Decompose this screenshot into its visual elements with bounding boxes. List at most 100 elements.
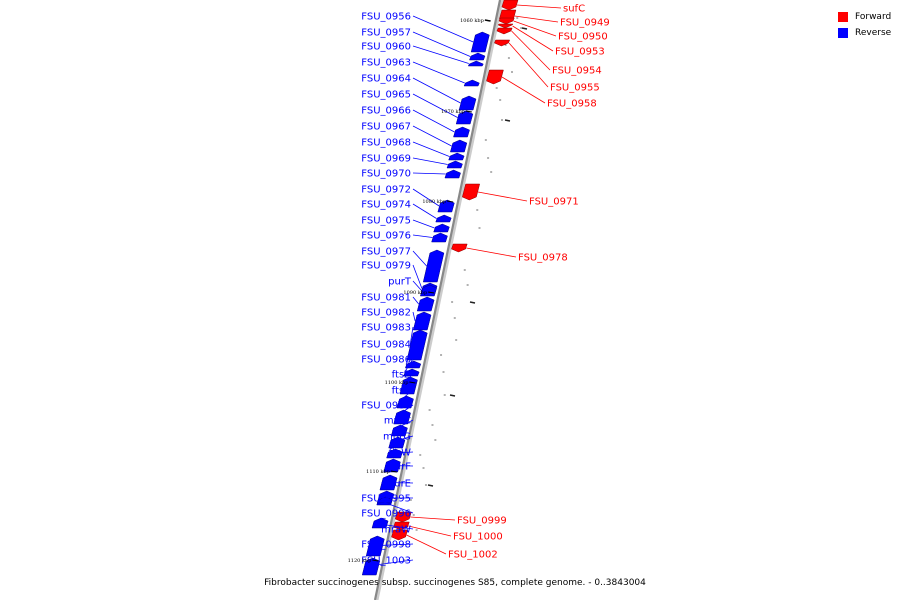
gene-label-FSU_0986[interactable]: FSU_0986 [361,355,411,366]
gene-label-ftsW[interactable]: ftsW [389,448,411,459]
gene-label-FSU_0981[interactable]: FSU_0981 [361,293,411,304]
reverse-gene-FSU_0956[interactable] [470,31,490,53]
reverse-gene-FSU_0986[interactable] [403,368,420,377]
reverse-gene-FSU_0970[interactable] [444,169,461,179]
reverse-gene-ftsZ[interactable] [399,376,418,395]
gene-label-FSU_0982[interactable]: FSU_0982 [361,308,411,319]
reverse-gene-FSU_0966[interactable] [453,126,470,138]
gene-label-FSU_0977[interactable]: FSU_0977 [361,247,411,258]
leader-line [412,311,416,322]
gene-label-FSU_0983[interactable]: FSU_0983 [361,323,411,334]
gene-label-FSU_0995[interactable]: FSU_0995 [361,494,411,505]
reverse-gene-mraW[interactable] [371,517,389,529]
forward-gene-FSU_0978[interactable] [451,243,468,253]
reverse-gene-FSU_0963[interactable] [463,79,480,87]
forward-gene-FSU_0999[interactable] [394,511,412,523]
reverse-gene-FSU_0957[interactable] [469,52,486,61]
reverse-gene-FSU_0981[interactable] [416,296,435,312]
leader-line [412,234,433,238]
reverse-gene-FSU_0977[interactable] [422,249,445,283]
gene-label-FSU_0957[interactable]: FSU_0957 [361,28,411,39]
gene-label-FSU_0958[interactable]: FSU_0958 [547,99,597,110]
leader-line [412,219,435,229]
gene-label-FSU_0984[interactable]: FSU_0984 [361,340,411,351]
gene-label-murG[interactable]: murG [383,432,411,443]
gene-label-mraW[interactable]: mraW [381,525,411,536]
gene-label-FSU_0974[interactable]: FSU_0974 [361,200,411,211]
gene-label-murE[interactable]: murE [384,479,411,490]
leader-line [381,482,414,484]
reverse-gene-purT[interactable] [420,284,437,297]
forward-gene-sufC[interactable] [501,0,519,11]
reverse-gene-FSU_0972[interactable] [437,199,455,213]
gene-label-FSU_0970[interactable]: FSU_0970 [361,169,411,180]
tick-label: 1110 kbp [366,469,390,475]
gene-label-sufC[interactable]: sufC [563,4,585,15]
gene-label-FSU_0968[interactable]: FSU_0968 [361,138,411,149]
gene-label-FSU_0955[interactable]: FSU_0955 [550,83,600,94]
reverse-gene-FSU_0975[interactable] [433,223,450,233]
leader-line [409,326,414,346]
gene-label-FSU_0966[interactable]: FSU_0966 [361,106,411,117]
leader-line [412,203,437,219]
gene-label-FSU_0960[interactable]: FSU_0960 [361,42,411,53]
gene-label-FSU_0956[interactable]: FSU_0956 [361,12,411,23]
leader-line [512,25,554,52]
leader-line [516,4,562,9]
gene-label-FSU_0989[interactable]: FSU_0989 [361,401,411,412]
legend-label-reverse: Reverse [855,28,892,38]
gene-label-FSU_0963[interactable]: FSU_0963 [361,58,411,69]
leader-line [394,404,414,418]
reverse-gene-ftsW[interactable] [386,448,403,459]
forward-gene-FSU_0954[interactable] [496,27,513,35]
gene-label-FSU_0949[interactable]: FSU_0949 [560,18,610,29]
gene-label-FSU_0967[interactable]: FSU_0967 [361,122,411,133]
gene-label-FSU_0996[interactable]: FSU_0996 [361,509,411,520]
reverse-gene-FSU_0976[interactable] [431,232,448,243]
reverse-gene-FSU_0967[interactable] [450,139,468,153]
reverse-gene-FSU_0969[interactable] [446,160,463,169]
forward-gene-FSU_0971[interactable] [462,183,480,201]
reverse-gene-FSU_0983[interactable] [406,329,428,361]
gene-label-FSU_0998[interactable]: FSU_0998 [361,540,411,551]
forward-gene-FSU_0955[interactable] [494,39,511,47]
gene-label-FSU_0999[interactable]: FSU_0999 [457,516,507,527]
gene-label-FSU_0965[interactable]: FSU_0965 [361,90,411,101]
gene-label-murF[interactable]: murF [385,462,411,473]
forward-gene-FSU_0953[interactable] [497,23,514,29]
gene-label-FSU_0964[interactable]: FSU_0964 [361,74,411,85]
gene-label-FSU_1002[interactable]: FSU_1002 [448,550,498,561]
leader-line [412,93,458,118]
reverse-gene-FSU_0984[interactable] [404,360,422,369]
gene-label-purT[interactable]: purT [388,277,412,288]
reverse-gene-FSU_0960[interactable] [467,60,484,67]
gene-label-murC[interactable]: murC [384,416,411,427]
leader-line [501,76,546,104]
gene-label-FSU_1000[interactable]: FSU_1000 [453,532,503,543]
forward-gene-FSU_1002[interactable] [391,529,408,541]
reverse-gene-FSU_1003[interactable] [361,557,381,576]
gene-label-ftsZ[interactable]: ftsZ [392,370,411,381]
reverse-gene-FSU_0968[interactable] [448,152,465,161]
gene-label-FSU_0950[interactable]: FSU_0950 [558,32,608,43]
reverse-gene-FSU_0964[interactable] [458,95,477,111]
gene-label-FSU_0953[interactable]: FSU_0953 [555,47,605,58]
gene-label-FSU_0969[interactable]: FSU_0969 [361,154,411,165]
gene-label-FSU_1003[interactable]: FSU_1003 [361,556,411,567]
gene-label-FSU_0972[interactable]: FSU_0972 [361,185,411,196]
forward-gene-FSU_0958[interactable] [486,69,504,85]
gene-label-FSU_0978[interactable]: FSU_0978 [518,253,568,264]
gene-label-FSU_0979[interactable]: FSU_0979 [361,261,411,272]
forward-swatch [838,12,848,22]
leader-line [477,191,528,202]
reverse-gene-FSU_0982[interactable] [412,311,432,331]
gene-label-FSU_0976[interactable]: FSU_0976 [361,231,411,242]
gene-label-FSU_0971[interactable]: FSU_0971 [529,197,579,208]
gene-label-FSU_0975[interactable]: FSU_0975 [361,216,411,227]
gene-label-ftsA[interactable]: ftsA [392,386,411,397]
leader-line [385,465,414,467]
reverse-gene-FSU_0974[interactable] [435,214,452,223]
forward-gene-FSU_0950[interactable] [498,17,515,25]
gene-label-FSU_0954[interactable]: FSU_0954 [552,66,602,77]
feature-mark [469,301,476,304]
